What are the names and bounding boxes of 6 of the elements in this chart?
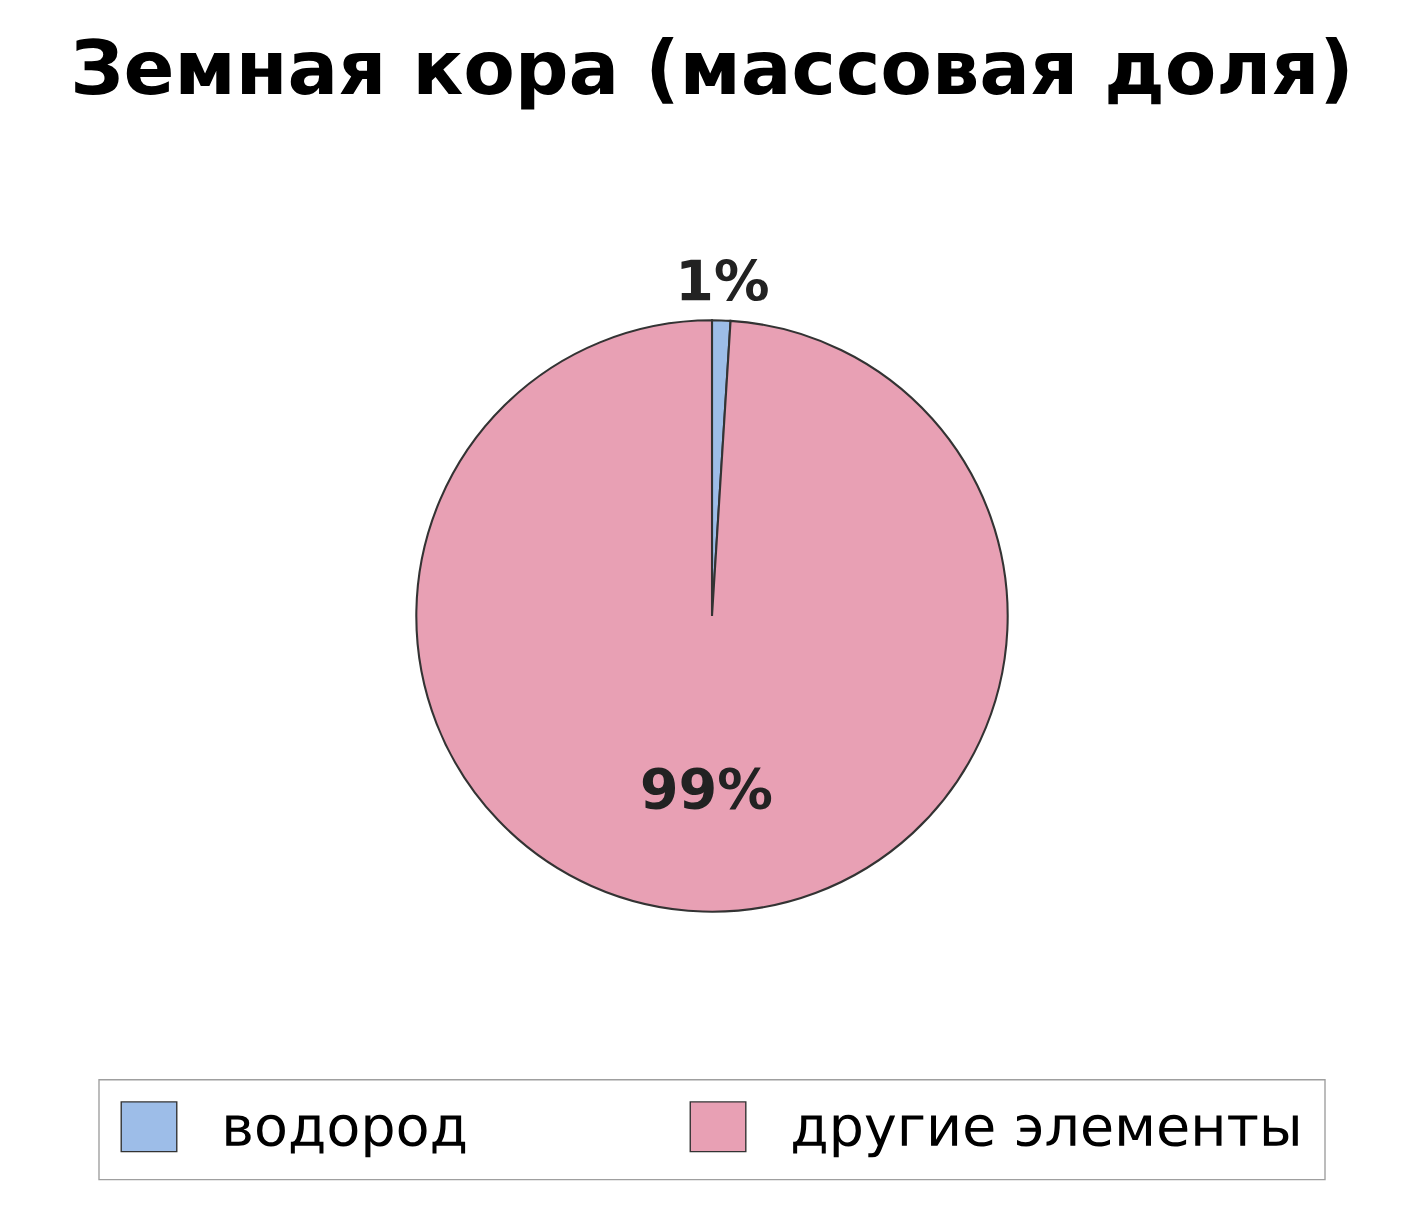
- chart-title: Земная кора (массовая доля): [75, 37, 1348, 110]
- data-label: 99%: [642, 767, 772, 810]
- pie-slice: [415, 319, 1009, 913]
- data-label: 1%: [681, 259, 768, 302]
- legend-label: водород: [226, 1114, 466, 1158]
- legend-label: другие элементы: [793, 1114, 1298, 1158]
